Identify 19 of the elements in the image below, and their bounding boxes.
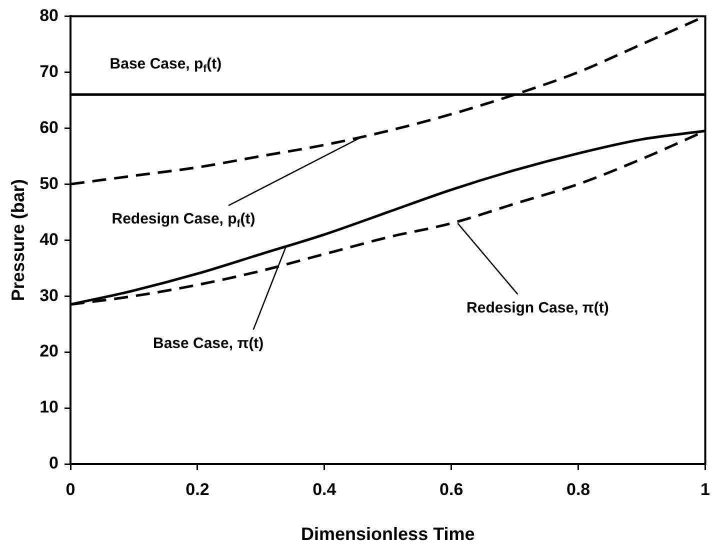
x-tick-label: 0.6: [440, 480, 464, 499]
x-tick-label: 0: [66, 480, 76, 499]
x-tick-label: 0.4: [312, 480, 337, 499]
x-axis-title: Dimensionless Time: [301, 524, 475, 544]
y-tick-label: 30: [40, 286, 59, 305]
x-tick-label: 1: [700, 480, 710, 499]
y-tick-label: 10: [40, 398, 59, 417]
y-tick-label: 0: [49, 454, 59, 473]
x-tick-label: 0.8: [566, 480, 590, 499]
y-tick-label: 80: [40, 6, 59, 25]
y-axis-title: Pressure (bar): [8, 179, 28, 302]
y-tick-label: 60: [40, 118, 59, 137]
y-tick-label: 40: [40, 230, 59, 249]
x-tick-label: 0.2: [186, 480, 210, 499]
y-tick-label: 50: [40, 174, 59, 193]
y-tick-label: 70: [40, 62, 59, 81]
annotation: Base Case, π(t): [152, 334, 264, 352]
y-tick-label: 20: [40, 342, 59, 361]
annotation: Redesign Case, π(t): [466, 299, 609, 316]
